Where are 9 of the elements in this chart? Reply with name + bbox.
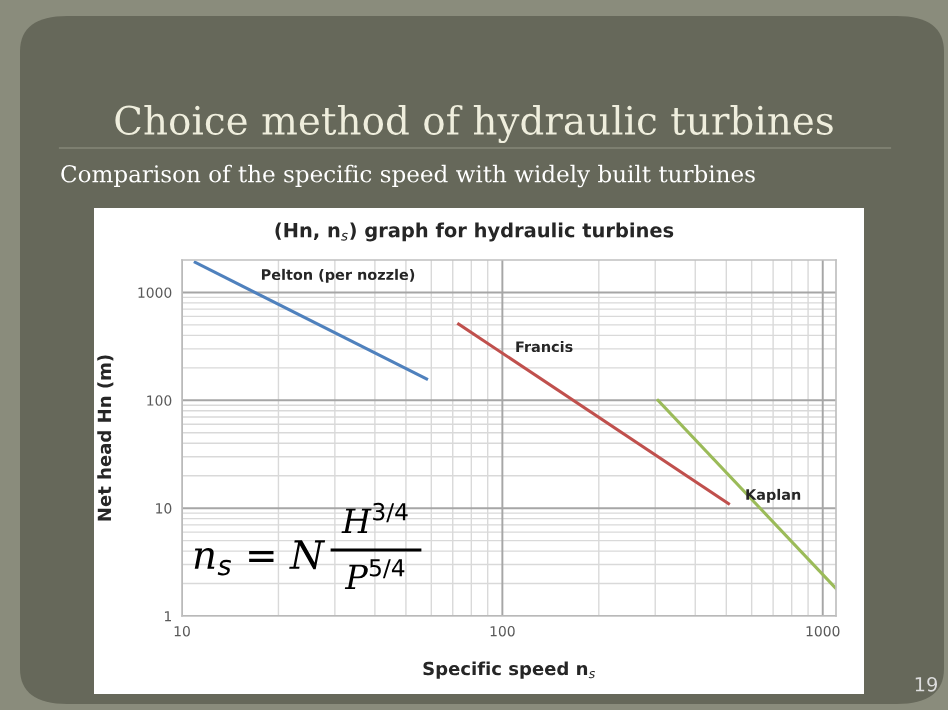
annotation: P$^{5/4}$ — [344, 559, 405, 589]
y-axis-title: Net head Hn (m) — [97, 355, 114, 521]
chart-subtitle: Comparison of the specific speed with widely built turbines — [61, 164, 755, 188]
annotation: H$^{3/4}$ — [341, 502, 408, 533]
text: 19 — [915, 676, 937, 692]
chart-title: Choice method of hydraulic turbines — [115, 104, 833, 144]
text: (Hn, n$_{s}$) graph for hydraulic turbines — [275, 222, 674, 242]
x-axis-title: Specific speed n$_{s}$ — [423, 661, 595, 679]
annotation: n$_{s}$ = N — [194, 540, 326, 576]
